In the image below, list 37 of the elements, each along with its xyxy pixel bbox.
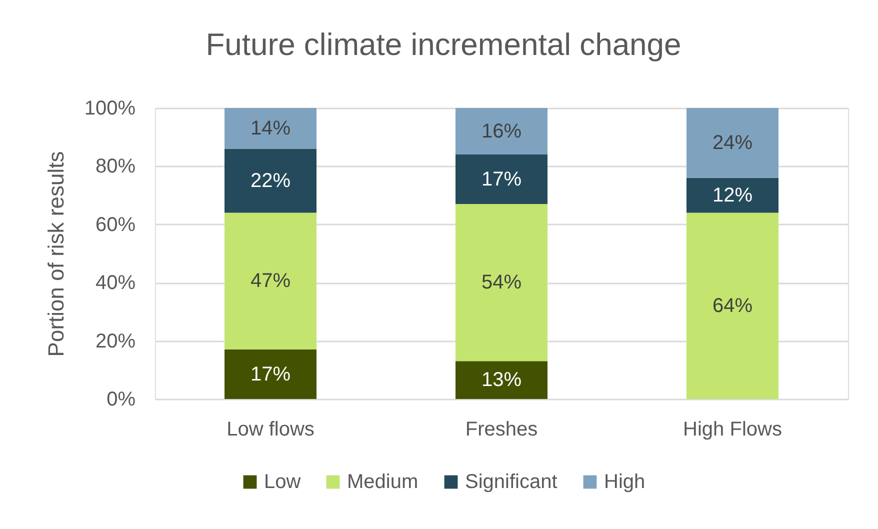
x-tick-label: Low flows [226, 418, 314, 440]
legend-label: Significant [465, 471, 558, 493]
bar [456, 361, 548, 399]
legend-label: High [604, 471, 646, 493]
bar [456, 204, 548, 362]
data-label: 13% [481, 369, 522, 392]
legend-label: Low [264, 471, 302, 493]
chart-title: Future climate incremental change [206, 27, 682, 62]
bar [686, 212, 778, 399]
data-label: 47% [250, 270, 291, 292]
data-label: 54% [481, 272, 522, 294]
x-tick-label: Freshes [465, 418, 538, 440]
bar [224, 108, 316, 149]
bar [456, 108, 548, 155]
data-label: 64% [712, 294, 753, 317]
y-axis-title: Portion of risk results [43, 151, 68, 357]
bar [686, 178, 778, 213]
y-tick-label: 40% [95, 272, 136, 294]
data-label: 14% [250, 117, 291, 140]
data-label: 12% [712, 184, 753, 206]
x-tick-label: High Flows [683, 418, 782, 440]
data-label: 16% [481, 120, 522, 142]
bar [224, 212, 316, 350]
data-label: 17% [481, 168, 522, 190]
bar [456, 154, 548, 204]
data-label: 24% [712, 132, 753, 154]
y-tick-label: 20% [95, 330, 136, 352]
bar [224, 350, 316, 399]
bar [686, 108, 778, 178]
y-tick-label: 100% [84, 98, 136, 120]
y-tick-label: 0% [106, 388, 136, 410]
data-label: 22% [250, 170, 291, 192]
y-tick-label: 60% [95, 214, 136, 236]
legend-label: Medium [347, 471, 418, 493]
y-tick-label: 80% [95, 156, 136, 178]
bar [224, 148, 316, 213]
data-label: 17% [250, 363, 291, 386]
